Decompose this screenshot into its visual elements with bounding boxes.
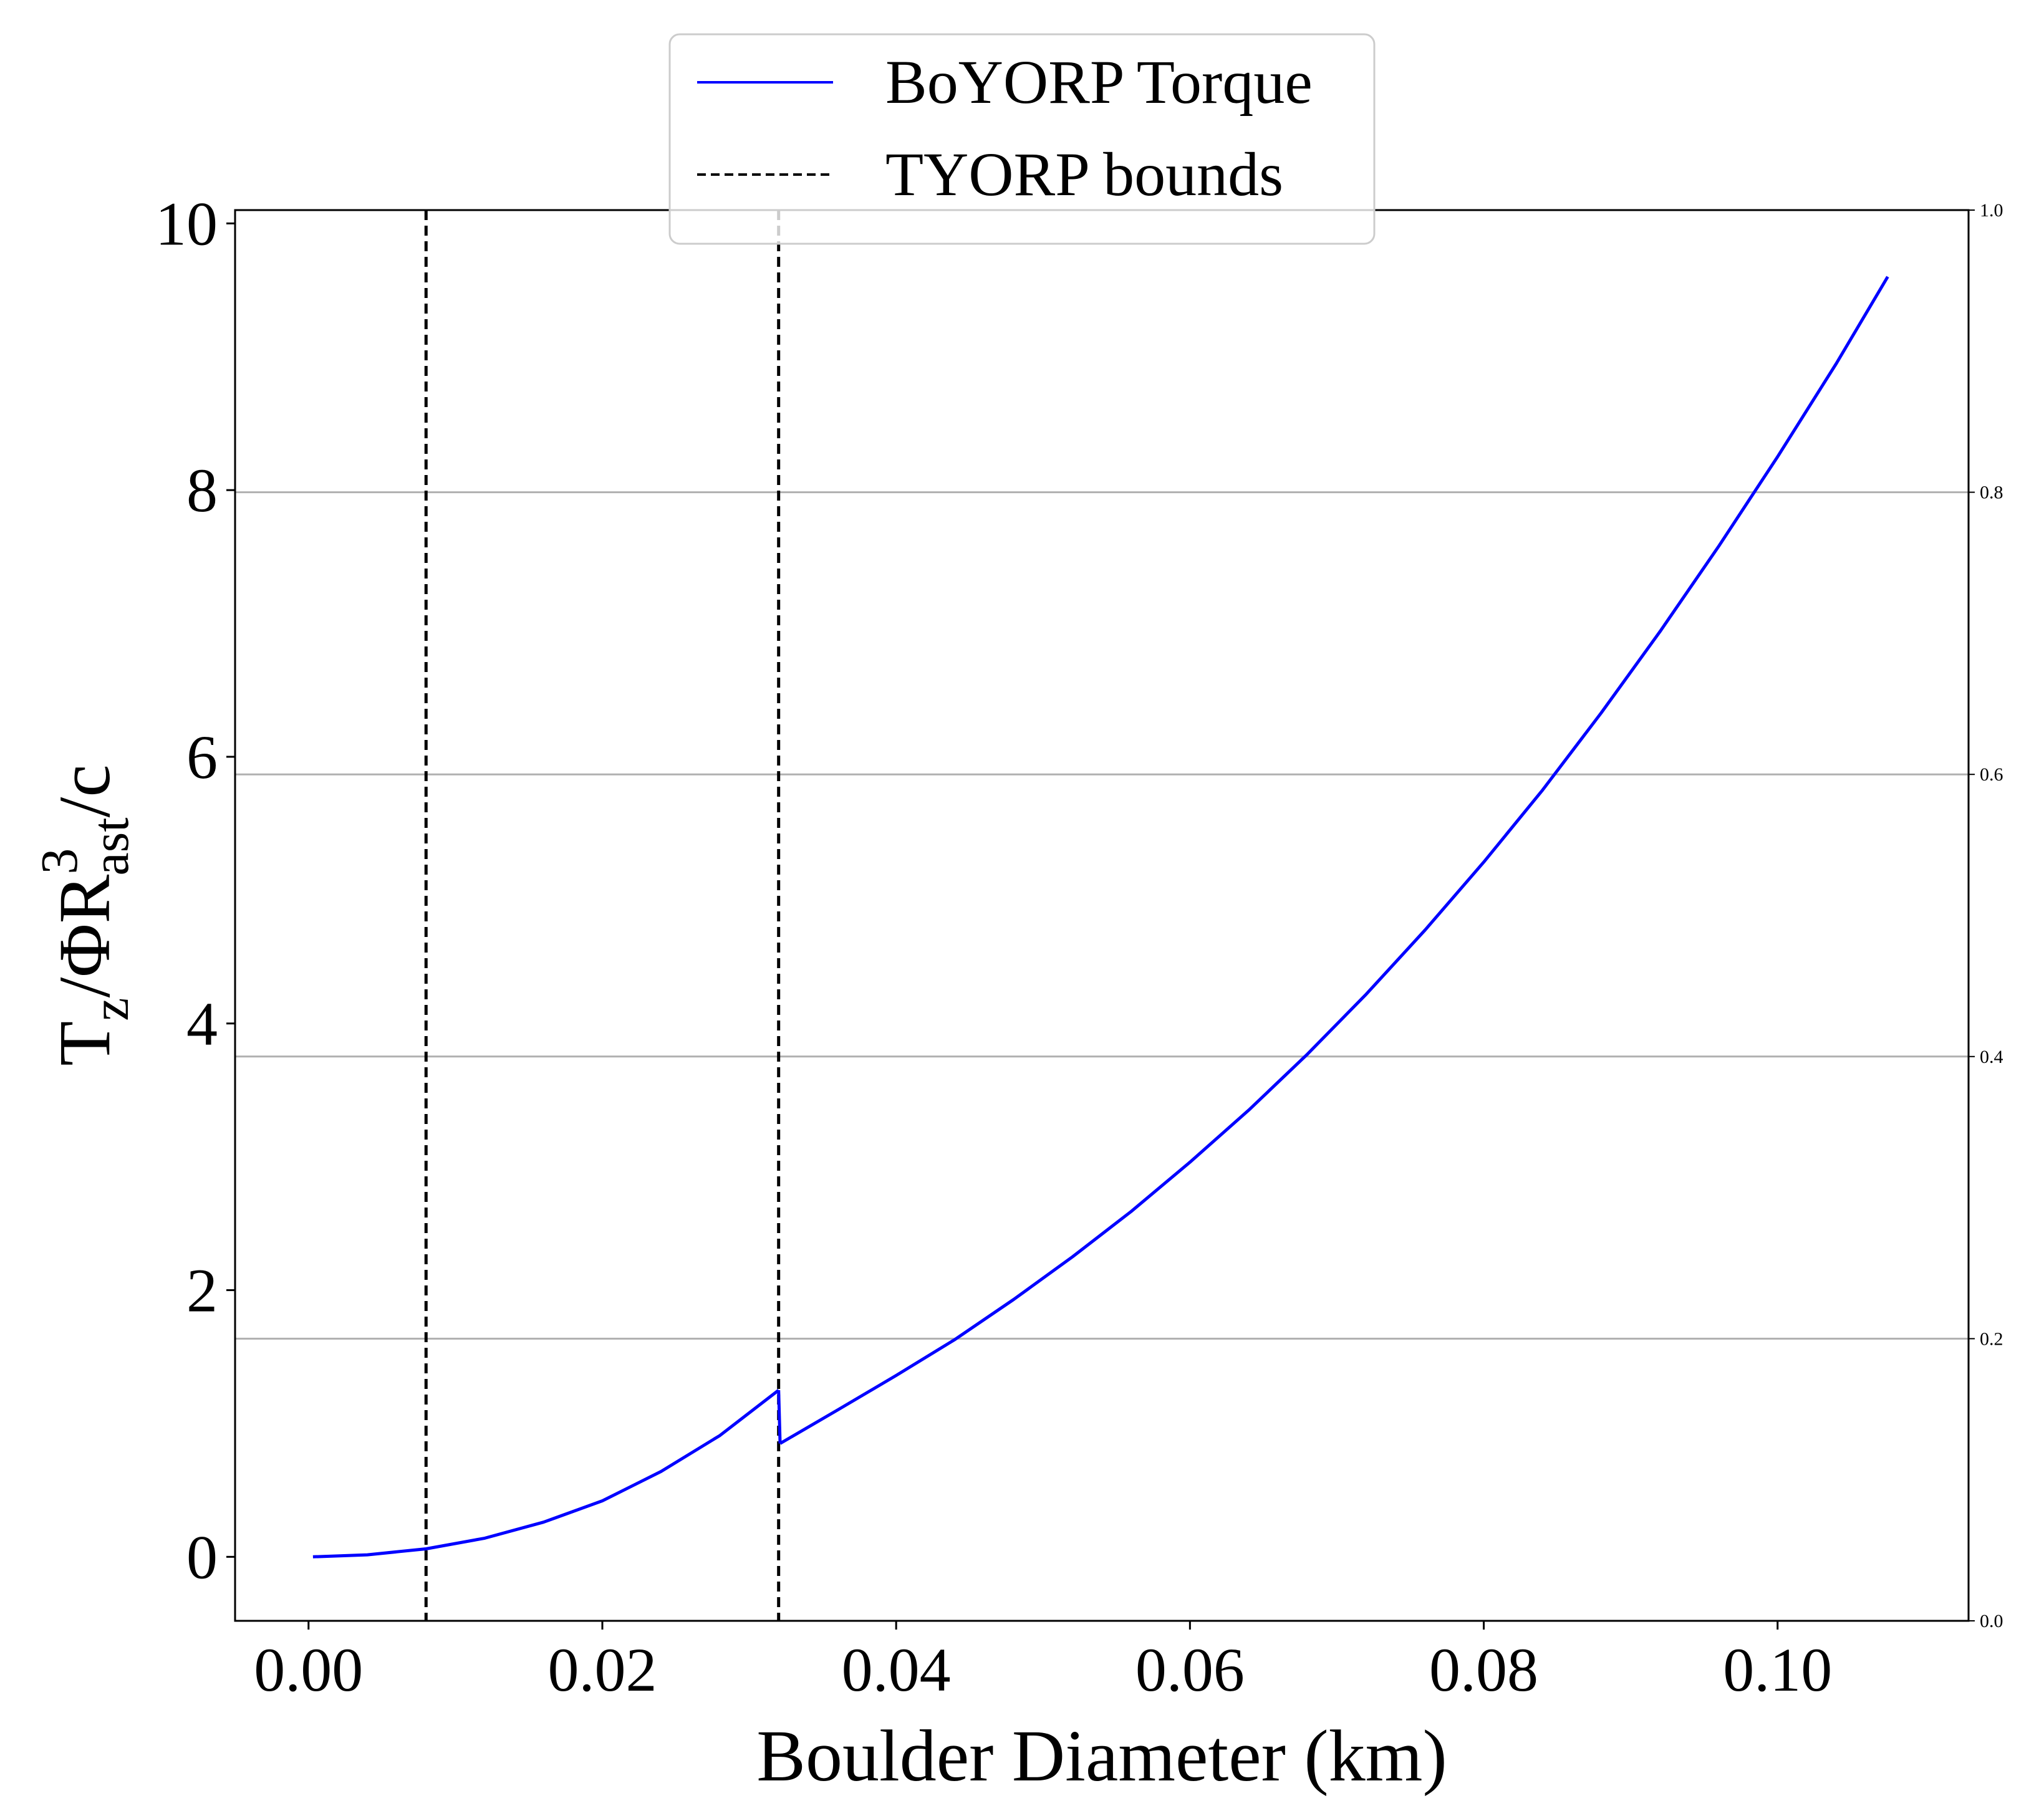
x-tick-label-3: 0.06: [1135, 1635, 1245, 1704]
boyorp-torque-line-jump: [777, 1390, 782, 1444]
x-axis-title: Boulder Diameter (km): [756, 1715, 1447, 1797]
y2-tick-label-2: 0.4: [1980, 1047, 2003, 1067]
y-tick-label-5: 10: [155, 189, 218, 258]
y-tick-label-2: 4: [186, 989, 218, 1059]
x-tick-label-1: 0.02: [547, 1635, 657, 1704]
y2-tick-label-3: 0.6: [1980, 764, 2003, 785]
y-axis-title-sub2: ast: [82, 817, 140, 875]
x-tick-label-2: 0.04: [842, 1635, 951, 1704]
y-axis-title-mid: /ΦR: [44, 874, 125, 997]
legend: BoYORP Torque TYORP bounds: [668, 33, 1376, 245]
y-tick-label-4: 8: [186, 456, 218, 525]
y-tick-label-3: 6: [186, 723, 218, 792]
grid-lines: [235, 491, 1969, 1340]
y2-tick-label-5: 1.0: [1980, 200, 2003, 221]
x-axis-ticks: 0.00 0.02 0.04 0.06 0.08 0.10: [254, 1621, 1832, 1704]
y2-tick-label-1: 0.2: [1980, 1328, 2003, 1349]
y-axis-title: Tz/ΦR3ast/c: [31, 764, 140, 1066]
right-y-axis-ticks: 0.0 0.2 0.4 0.6 0.8 1.0: [1969, 200, 2003, 1631]
y2-tick-label-0: 0.0: [1980, 1611, 2003, 1631]
x-tick-label-0: 0.00: [254, 1635, 363, 1704]
boyorp-torque-line-segment-1: [779, 276, 1889, 1445]
x-tick-label-5: 0.10: [1723, 1635, 1832, 1704]
tyorp-bound-lines: [424, 210, 781, 1621]
y-axis-title-sub1: z: [82, 997, 140, 1021]
x-tick-label-4: 0.08: [1429, 1635, 1538, 1704]
boyorp-torque-line-segment-0: [312, 1389, 780, 1558]
y-axis-title-tail: /c: [44, 764, 125, 817]
legend-box: [668, 33, 1376, 245]
y-axis-title-sup: 3: [31, 848, 89, 875]
legend-label-tyorp: TYORP bounds: [885, 140, 1283, 209]
legend-label-boyorp: BoYORP Torque: [885, 47, 1313, 117]
boyorp-torque-series: [312, 276, 1889, 1558]
y-axis-title-base: T: [44, 1021, 125, 1066]
y-axis-ticks: 0 2 4 6 8 10: [155, 189, 235, 1592]
y2-tick-label-4: 0.8: [1980, 483, 2003, 503]
y-tick-label-0: 0: [186, 1522, 218, 1592]
y-tick-label-1: 2: [186, 1256, 218, 1325]
